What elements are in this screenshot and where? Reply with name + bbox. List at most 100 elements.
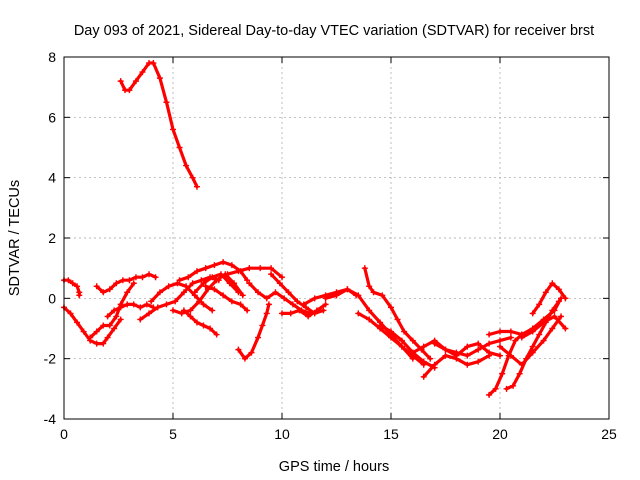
data-point <box>296 307 303 314</box>
data-point <box>305 313 312 320</box>
data-point <box>420 358 427 365</box>
series-arc-e <box>104 301 157 320</box>
data-point <box>401 328 408 335</box>
data-point <box>183 283 190 290</box>
data-point <box>475 340 482 347</box>
data-point <box>156 289 163 296</box>
data-point <box>106 322 113 329</box>
data-point <box>464 343 471 350</box>
data-point <box>388 334 394 341</box>
data-point <box>320 307 327 314</box>
data-point <box>130 280 137 287</box>
data-point <box>235 289 242 296</box>
data-point <box>189 174 196 181</box>
data-point <box>104 313 111 320</box>
data-point <box>497 337 503 344</box>
series-arc-ac <box>497 313 565 368</box>
data-point <box>355 292 362 299</box>
y-tick-label: -4 <box>44 411 57 427</box>
data-point <box>235 346 242 353</box>
y-tick-label: 0 <box>48 290 56 306</box>
data-point <box>209 307 216 314</box>
x-tick-label: 20 <box>492 426 508 442</box>
series-arc-m <box>235 301 272 362</box>
data-point <box>453 349 460 356</box>
series-path <box>236 302 271 361</box>
series-path <box>378 323 437 370</box>
data-point <box>370 289 377 296</box>
series-arc-k <box>180 307 220 338</box>
data-point <box>409 337 416 344</box>
data-point <box>503 385 510 392</box>
data-point <box>518 361 525 368</box>
data-point <box>420 343 427 350</box>
data-point <box>361 265 368 272</box>
data-point <box>198 277 205 284</box>
data-point <box>453 355 460 362</box>
data-point <box>558 313 565 320</box>
data-point <box>139 69 146 76</box>
data-point <box>217 271 224 278</box>
data-point <box>65 277 72 284</box>
data-point <box>529 343 536 350</box>
data-point <box>148 298 155 305</box>
data-point <box>366 316 373 323</box>
data-point <box>200 280 207 287</box>
data-point <box>499 370 506 377</box>
data-point <box>244 277 251 284</box>
data-point <box>207 325 214 332</box>
series-arc-x <box>420 352 493 380</box>
series-path <box>363 266 432 361</box>
data-point <box>152 274 159 281</box>
data-point <box>344 286 351 293</box>
data-point <box>265 301 272 308</box>
data-point <box>507 334 514 341</box>
data-point <box>156 75 163 82</box>
data-point <box>150 60 157 67</box>
data-point <box>486 340 493 347</box>
series-path <box>138 275 221 322</box>
data-point <box>268 265 275 272</box>
data-point <box>239 292 246 299</box>
data-point <box>388 304 394 311</box>
data-point <box>124 289 131 296</box>
data-point <box>486 331 493 338</box>
data-point <box>377 322 384 329</box>
data-point <box>100 289 107 296</box>
data-point <box>146 271 153 278</box>
data-point <box>143 301 150 308</box>
data-point <box>69 280 76 287</box>
data-point <box>237 301 244 308</box>
chart-title: Day 093 of 2021, Sidereal Day-to-day VTE… <box>74 23 594 39</box>
data-point <box>174 280 181 287</box>
data-point <box>117 316 124 323</box>
data-point <box>93 340 100 347</box>
data-point <box>398 337 405 344</box>
data-point <box>475 346 482 353</box>
data-point <box>549 280 556 287</box>
data-point <box>257 265 264 272</box>
data-point <box>555 286 562 293</box>
series-path <box>487 332 524 397</box>
data-point <box>137 316 144 323</box>
data-point <box>518 334 525 341</box>
data-point <box>172 298 179 305</box>
data-point <box>196 298 203 305</box>
data-point <box>93 283 100 290</box>
data-point <box>486 352 493 359</box>
data-series <box>61 60 569 398</box>
series-arc-s <box>322 286 416 362</box>
y-tick-label: -2 <box>44 351 57 367</box>
data-point <box>322 301 329 308</box>
data-point <box>220 259 227 266</box>
series-path <box>88 281 136 340</box>
data-point <box>248 349 255 356</box>
data-point <box>464 361 471 368</box>
data-point <box>67 310 74 317</box>
data-point <box>111 325 118 332</box>
series-arc-u <box>361 265 434 362</box>
series-arc-a <box>61 277 83 299</box>
data-point <box>176 277 183 284</box>
series-arc-ae <box>518 313 569 341</box>
data-point <box>540 319 547 326</box>
